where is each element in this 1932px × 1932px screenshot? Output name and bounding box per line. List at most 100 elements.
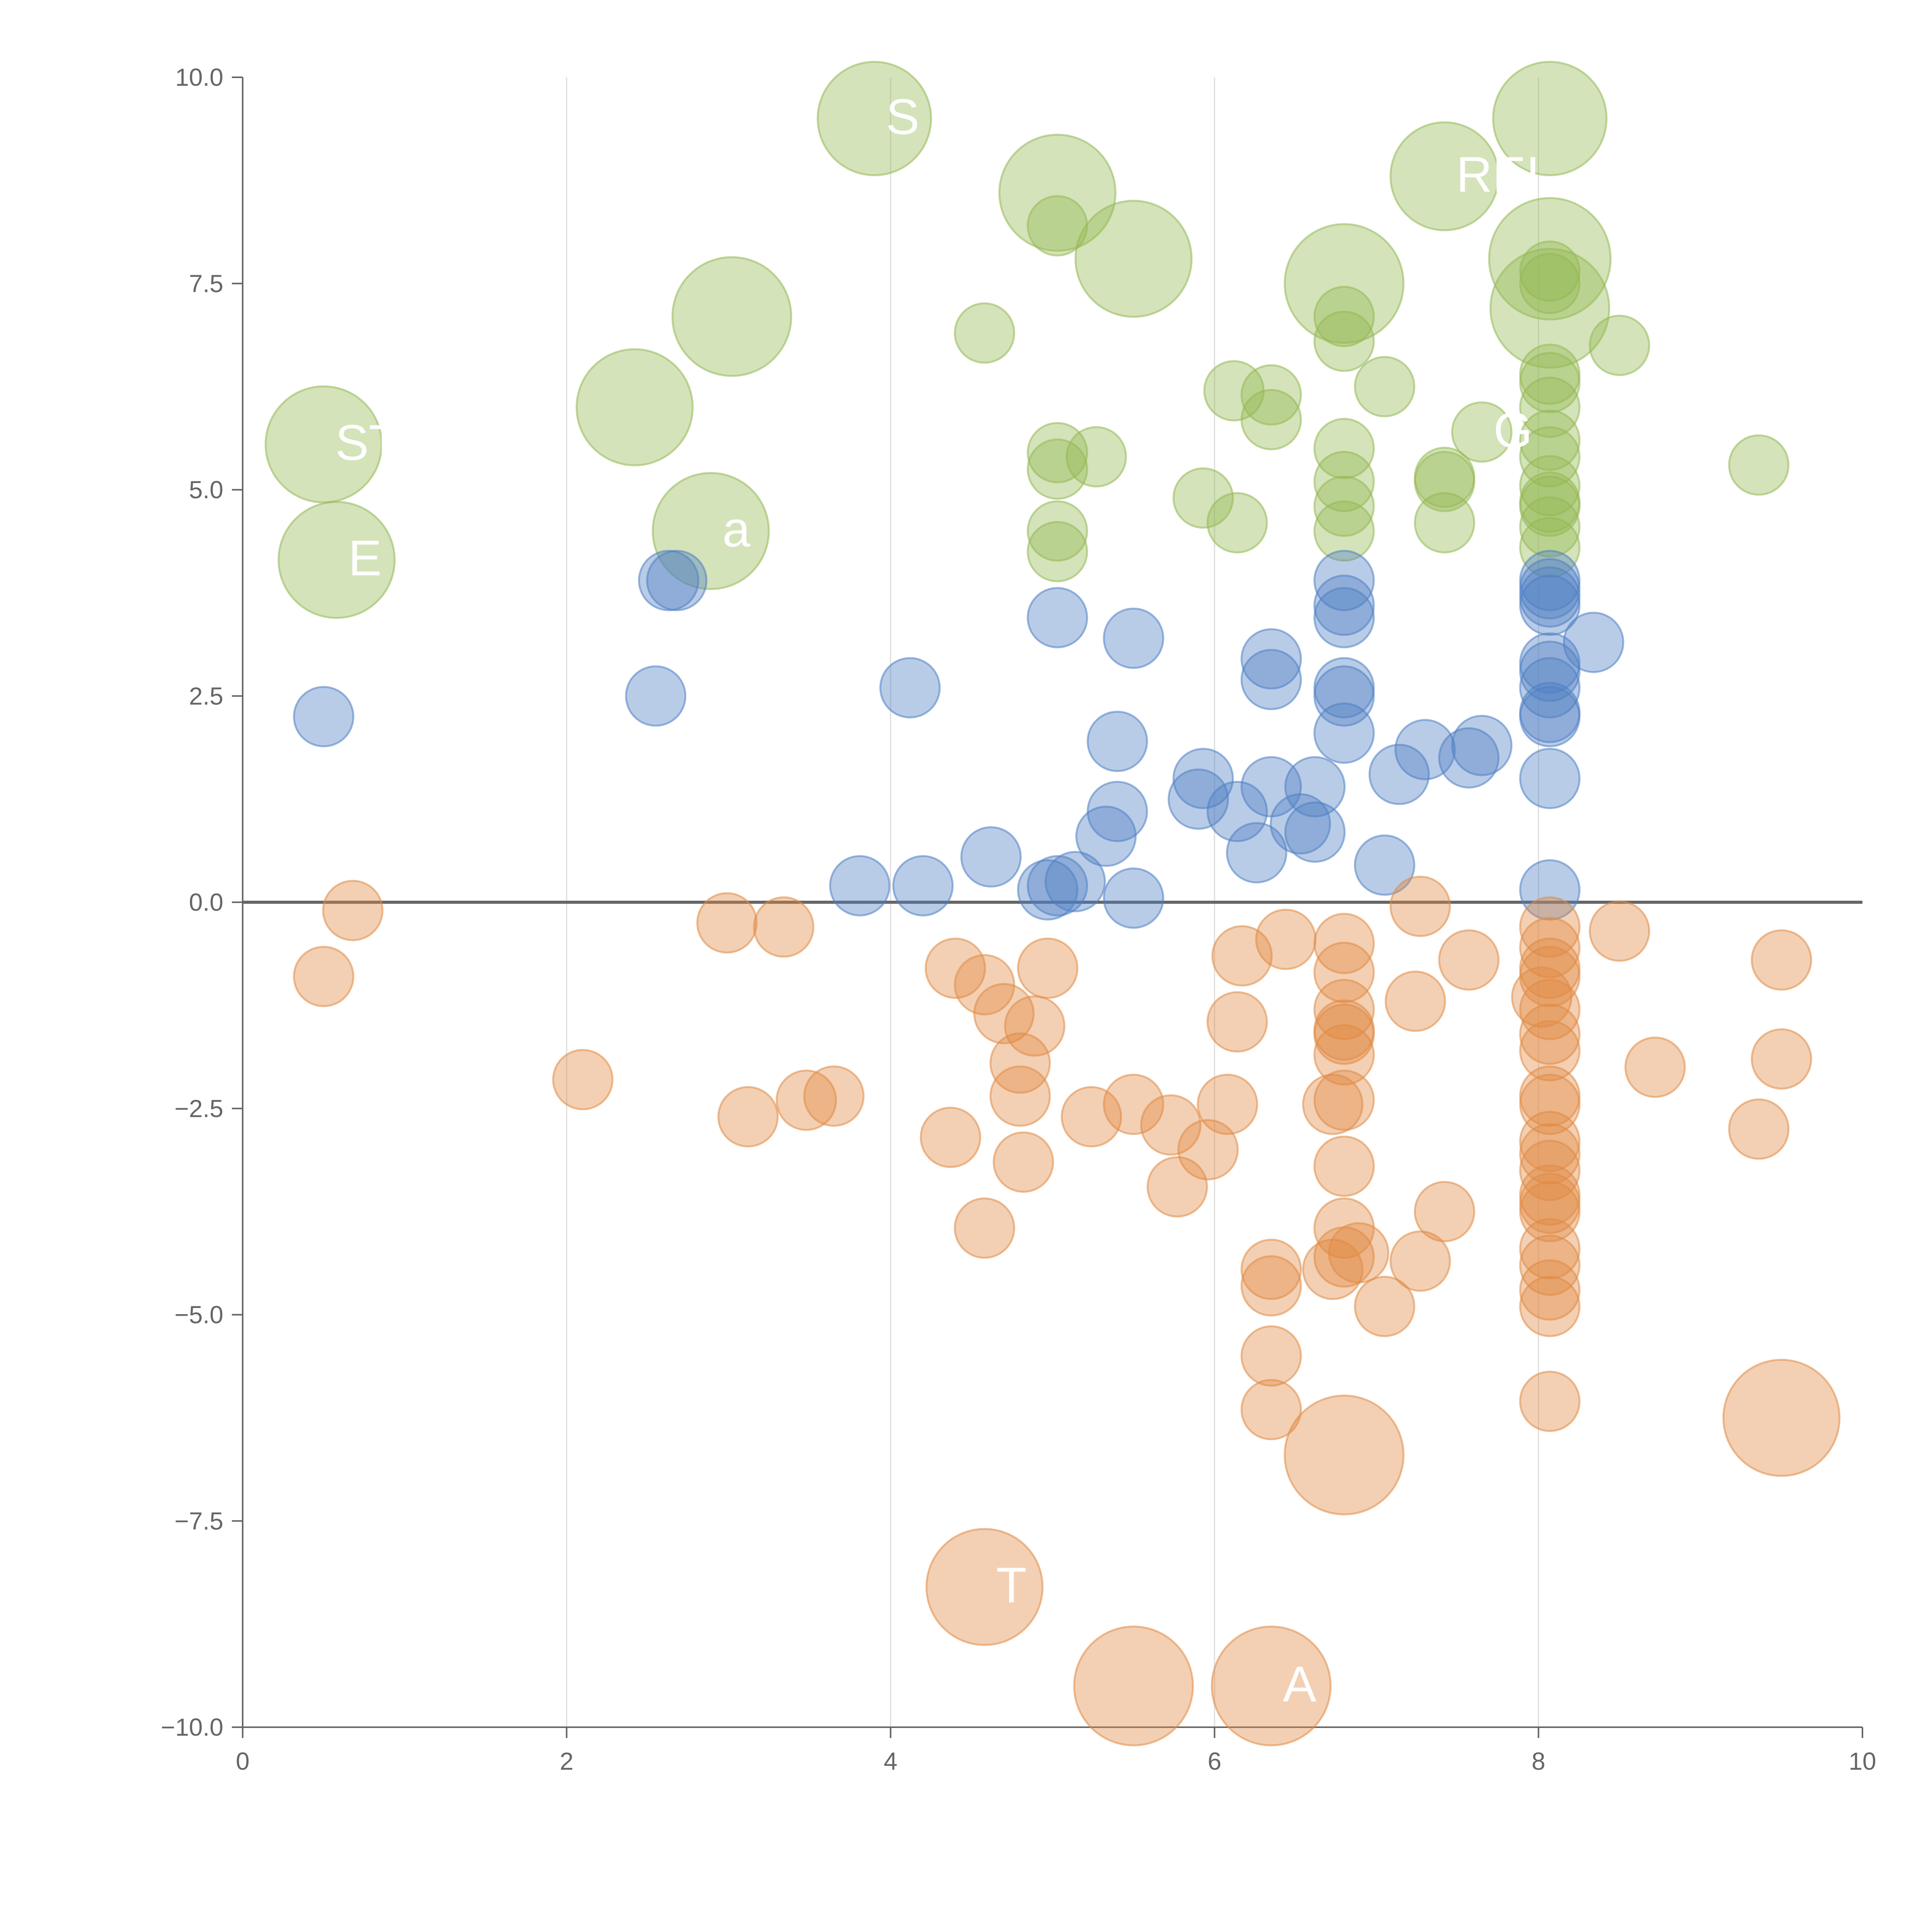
data-point-positive (1414, 492, 1475, 554)
data-point-positive (1389, 121, 1500, 231)
data-point-neutral (1519, 558, 1581, 620)
data-point-positive (1488, 197, 1612, 321)
data-point-negative (776, 1070, 837, 1131)
x-tick-label: 2 (560, 1747, 574, 1775)
data-point-neutral (1240, 649, 1302, 710)
data-point-positive (1240, 364, 1302, 426)
bubble-label: T (996, 1557, 1027, 1613)
data-point-neutral (1519, 748, 1581, 810)
data-point-negative (1313, 979, 1375, 1040)
data-point-negative (989, 1065, 1051, 1127)
data-point-positive (671, 256, 793, 377)
data-point-negative (753, 896, 815, 958)
data-point-negative (717, 1086, 779, 1148)
y-tick-label: 7.5 (189, 270, 223, 298)
x-tick-label: 0 (236, 1747, 250, 1775)
data-point-positive (1206, 492, 1268, 554)
data-point-neutral (1313, 549, 1375, 611)
data-point-positive (1519, 496, 1581, 558)
data-point-negative (322, 879, 384, 941)
data-point-negative (1519, 1181, 1581, 1242)
bubble-label: A (1283, 1656, 1316, 1712)
data-point-neutral (1017, 859, 1078, 921)
data-point-negative (1414, 1181, 1475, 1242)
data-point-negative (803, 1065, 865, 1127)
y-tick-label: −2.5 (175, 1095, 223, 1122)
data-point-neutral (1313, 665, 1375, 727)
data-point-neutral (879, 657, 941, 719)
data-point-neutral (1519, 686, 1581, 747)
data-point-negative (1519, 1073, 1581, 1135)
data-point-neutral (646, 549, 707, 611)
data-point-negative (1240, 1238, 1302, 1300)
data-point-positive (816, 61, 932, 176)
data-point-neutral (625, 665, 687, 727)
data-point-neutral (1167, 768, 1229, 830)
data-point-negative (1206, 991, 1268, 1053)
data-point-negative (1751, 1028, 1812, 1090)
data-point-negative (1211, 925, 1273, 987)
y-tick-label: −7.5 (175, 1507, 223, 1535)
data-point-positive (1354, 356, 1415, 417)
data-point-negative (989, 1032, 1051, 1094)
data-point-positive (575, 348, 694, 466)
data-point-neutral (1519, 575, 1581, 636)
data-point-positive (1588, 315, 1650, 376)
data-point-positive (1492, 61, 1608, 176)
data-point-neutral (1284, 801, 1346, 863)
data-point-negative (1211, 1626, 1332, 1747)
data-point-negative (1240, 1325, 1302, 1387)
data-point-neutral (1313, 587, 1375, 648)
data-point-negative (293, 946, 354, 1007)
data-point-positive (1172, 467, 1234, 529)
bubble-label: ST (335, 414, 400, 471)
data-point-neutral (892, 855, 954, 917)
x-tick-label: 8 (1532, 1747, 1546, 1775)
data-point-neutral (1027, 587, 1088, 648)
y-tick-label: 5.0 (189, 476, 223, 504)
data-point-negative (1302, 1073, 1364, 1135)
data-point-neutral (1451, 714, 1513, 776)
data-point-neutral (1240, 628, 1302, 690)
data-point-negative (973, 983, 1035, 1044)
data-point-positive (1519, 344, 1581, 405)
data-point-negative (1519, 1259, 1581, 1321)
data-point-positive (1240, 389, 1302, 451)
data-point-negative (1588, 900, 1650, 962)
x-tick-label: 6 (1208, 1747, 1221, 1775)
data-point-neutral (1519, 549, 1581, 611)
data-point-neutral (1519, 632, 1581, 694)
data-point-negative (1177, 1119, 1239, 1180)
data-point-negative (1519, 1276, 1581, 1337)
y-tick-label: −5.0 (175, 1301, 223, 1329)
data-point-negative (1004, 995, 1066, 1057)
data-point-negative (1240, 1379, 1302, 1440)
data-point-neutral (638, 549, 699, 611)
data-point-neutral (293, 686, 354, 747)
data-point-negative (1313, 1003, 1375, 1065)
data-point-positive (1519, 240, 1581, 302)
data-point-negative (1354, 1276, 1415, 1337)
data-point-negative (1284, 1395, 1405, 1515)
data-point-neutral (1087, 711, 1148, 772)
points-layer (264, 61, 1841, 1747)
data-point-negative (925, 1528, 1044, 1646)
data-point-positive (1027, 195, 1088, 257)
data-point-negative (1313, 1135, 1375, 1197)
data-point-positive (1519, 253, 1581, 315)
data-point-negative (920, 1107, 981, 1168)
data-point-positive (277, 501, 396, 619)
data-point-negative (1519, 1164, 1581, 1226)
data-point-negative (1511, 966, 1573, 1028)
data-point-negative (1519, 1172, 1581, 1234)
data-point-neutral (1368, 743, 1430, 805)
data-point-negative (1061, 1086, 1122, 1148)
data-point-negative (696, 892, 758, 954)
data-point-negative (1017, 937, 1078, 999)
data-point-neutral (1438, 727, 1500, 789)
data-point-negative (1722, 1359, 1841, 1477)
data-point-positive (1451, 401, 1513, 463)
y-tick-label: 10.0 (175, 63, 223, 91)
data-point-positive (1313, 418, 1375, 480)
